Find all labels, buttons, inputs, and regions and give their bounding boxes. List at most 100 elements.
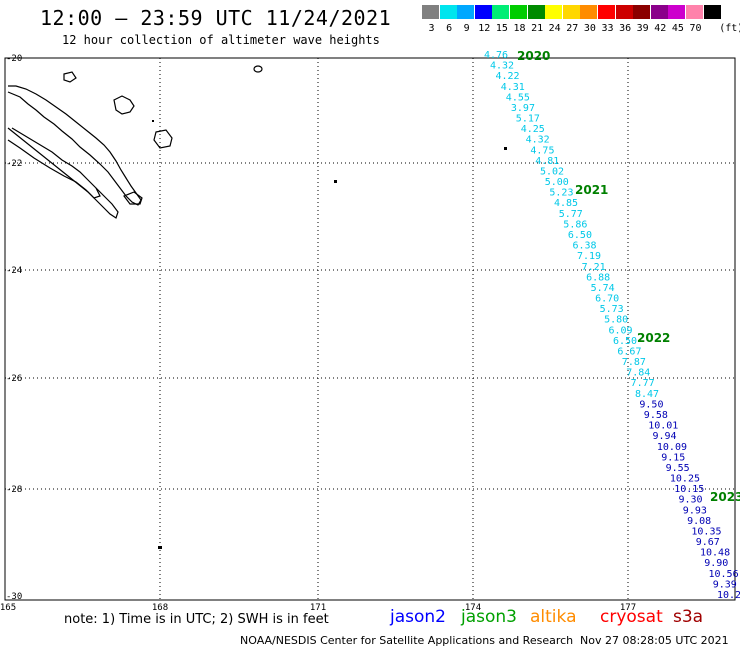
legend-label: 9 [463, 23, 470, 34]
island-isle-of-pines [123, 191, 143, 205]
satellite-track: 4.764.324.224.314.553.975.174.254.324.75… [484, 50, 740, 601]
swh-value: 5.86 [563, 219, 587, 230]
swh-value: 9.58 [644, 410, 668, 421]
legend-label: 36 [619, 23, 632, 34]
swh-value: 8.47 [635, 389, 659, 400]
swh-value: 6.88 [586, 272, 610, 283]
legend-swatch [439, 5, 457, 19]
legend-swatch [633, 5, 651, 19]
satellite-cryosat: cryosat [600, 607, 663, 627]
swh-value: 9.93 [683, 505, 707, 516]
legend-label: 21 [531, 23, 544, 34]
credit-line: NOAA/NESDIS Center for Satellite Applica… [240, 634, 574, 647]
swh-value: 5.77 [559, 209, 583, 220]
swh-value: 6.09 [609, 325, 633, 336]
small-islands [152, 120, 507, 549]
legend-label: 42 [654, 23, 667, 34]
chart-title: 12:00 – 23:59 UTC 11/24/2021 [40, 6, 392, 30]
swh-value: 9.30 [679, 495, 703, 506]
swh-value: 4.25 [521, 124, 545, 135]
swh-value: 4.85 [554, 198, 578, 209]
legend-label: 70 [689, 23, 702, 34]
time-label: 2022 [637, 331, 670, 345]
swh-value: 6.70 [595, 294, 619, 305]
coastline-new-caledonia-outer [7, 85, 142, 206]
legend-label: 39 [636, 23, 649, 34]
swh-value: 5.80 [604, 315, 628, 326]
swh-value: 6.50 [568, 230, 592, 241]
legend-swatch [510, 5, 527, 19]
legend-label: 45 [671, 23, 684, 34]
swh-value: 5.73 [600, 304, 624, 315]
satellite-jason3: jason3 [461, 607, 517, 627]
legend-swatch [650, 5, 668, 19]
swh-value: 7.21 [582, 262, 606, 273]
lat-label: -24 [6, 266, 22, 276]
swh-value: 10.01 [648, 421, 678, 432]
lat-label: -20 [6, 54, 22, 64]
legend-label: 27 [566, 23, 579, 34]
legend-swatch [422, 5, 439, 19]
coastline-reef [7, 139, 101, 199]
legend-swatch [598, 5, 615, 19]
swh-value: 5.02 [540, 167, 564, 178]
map-grid [5, 58, 735, 600]
island-mare [153, 129, 173, 149]
swh-value: 4.31 [501, 82, 525, 93]
swh-value: 5.23 [549, 188, 573, 199]
swh-value: 4.32 [490, 61, 514, 72]
satellite-jason2: jason2 [390, 607, 446, 627]
island-matthew [504, 147, 507, 150]
swh-value: 6.50 [613, 336, 637, 347]
swh-value: 9.67 [696, 537, 720, 548]
time-label: 2023 [710, 490, 740, 504]
swh-value: 5.17 [516, 114, 540, 125]
coastline-new-caledonia-inner [7, 127, 119, 219]
swh-value: 4.32 [526, 135, 550, 146]
track-time-labels: 2020 2021 2022 2023 [517, 49, 740, 504]
map-frame [4, 57, 736, 601]
swh-value: 5.74 [591, 283, 615, 294]
legend-label: 24 [548, 23, 561, 34]
coastline [7, 65, 263, 219]
time-label: 2020 [517, 49, 550, 63]
lat-label: -22 [6, 159, 22, 169]
legend-label: 33 [601, 23, 614, 34]
swh-value: 9.94 [653, 431, 677, 442]
footer-note: note: 1) Time is in UTC; 2) SWH is in fe… [64, 612, 329, 627]
lat-label: -28 [6, 485, 22, 495]
lon-label: 174 [465, 603, 481, 613]
swh-value: 7.84 [626, 368, 650, 379]
swh-value: 10.56 [709, 569, 739, 580]
legend-swatch [668, 5, 686, 19]
island-hunter [334, 180, 337, 183]
legend-swatch [474, 5, 492, 19]
swh-value: 10.35 [691, 527, 721, 538]
legend-swatch [562, 5, 580, 19]
lon-label: 177 [620, 603, 636, 613]
swh-value: 4.55 [506, 92, 530, 103]
satellite-altika: altika [530, 607, 577, 627]
swh-value: 10.15 [674, 484, 704, 495]
legend-label: 3 [428, 23, 435, 34]
lon-label: 171 [310, 603, 326, 613]
swh-value: 10.2 [717, 590, 740, 601]
legend-swatch [492, 5, 510, 19]
swh-value: 4.81 [535, 156, 559, 167]
legend-swatch [457, 5, 475, 19]
swh-value: 3.97 [511, 103, 535, 114]
lon-label: 168 [152, 603, 168, 613]
swh-value: 7.19 [577, 251, 601, 262]
legend-label: 12 [478, 23, 491, 34]
island-dot [152, 120, 154, 122]
legend-swatch [615, 5, 633, 19]
legend-unit: (ft) [719, 23, 740, 34]
satellite-s3a: s3a [673, 607, 704, 627]
swh-value: 4.75 [530, 145, 554, 156]
swh-value: 6.67 [617, 347, 641, 358]
swh-value: 9.55 [666, 463, 690, 474]
lat-label: -30 [6, 592, 22, 602]
swh-value: 4.76 [484, 50, 508, 61]
swh-value: 9.08 [687, 516, 711, 527]
legend-swatch [686, 5, 703, 19]
